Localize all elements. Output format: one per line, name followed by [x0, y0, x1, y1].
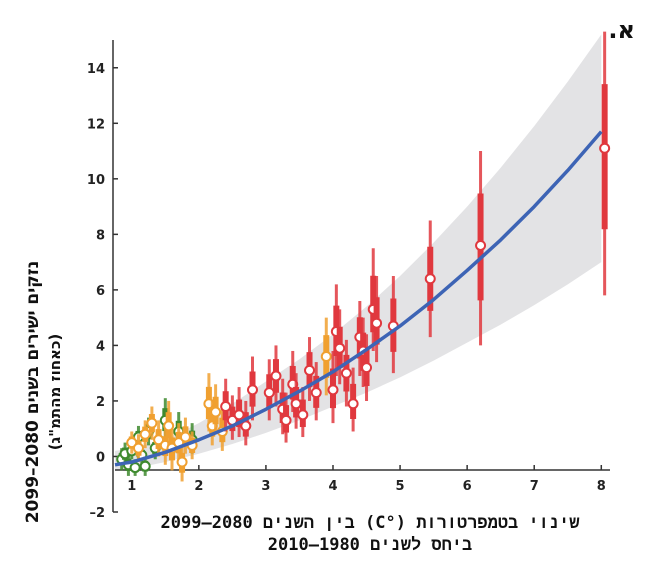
y-tick-label: 4: [96, 339, 105, 354]
data-marker: [290, 398, 302, 410]
data-point-red: [270, 345, 282, 407]
data-marker: [347, 398, 359, 410]
panel-letter: א.: [608, 16, 635, 44]
fit-curve: [114, 130, 603, 467]
data-marker: [146, 417, 158, 429]
confidence-band-layer: [115, 34, 602, 471]
data-point-red: [371, 276, 383, 363]
data-point-red: [599, 31, 611, 296]
data-point-red: [361, 334, 373, 401]
data-marker: [210, 406, 222, 418]
data-point-orange: [179, 417, 191, 454]
y-tick-label: 2: [96, 395, 105, 410]
data-point-red: [297, 387, 309, 438]
data-marker: [361, 362, 373, 374]
y-tick-label: 0: [96, 450, 105, 465]
y-tick-label: 14: [87, 62, 105, 77]
data-marker: [163, 420, 175, 432]
data-marker: [297, 409, 309, 421]
data-marker: [270, 370, 282, 382]
data-marker: [599, 142, 611, 154]
data-marker: [280, 414, 292, 426]
data-marker: [129, 462, 141, 474]
data-point-red: [240, 400, 252, 446]
data-point-orange: [320, 317, 332, 396]
x-tick-label: 3: [261, 479, 270, 494]
data-point-red: [475, 151, 487, 346]
y-tick-label: 8: [96, 228, 105, 243]
data-point-red: [347, 367, 359, 432]
data-point-orange: [153, 420, 165, 457]
data-point-orange: [176, 445, 188, 482]
data-point-orange: [210, 384, 222, 435]
data-marker: [240, 420, 252, 432]
data-marker: [340, 367, 352, 379]
data-marker: [132, 442, 144, 454]
x-tick-label: 2: [194, 479, 203, 494]
data-marker: [304, 364, 316, 376]
data-marker: [233, 409, 245, 421]
data-point-red: [280, 392, 292, 443]
data-marker: [176, 456, 188, 468]
data-point-red: [247, 356, 259, 421]
x-tick-label: 8: [597, 479, 606, 494]
data-marker: [320, 351, 332, 363]
data-marker: [179, 431, 191, 443]
x-tick-label: 4: [328, 479, 337, 494]
data-marker: [424, 273, 436, 285]
data-marker: [334, 342, 346, 354]
x-tick-label: 1: [127, 479, 136, 494]
y-tick-label: 6: [96, 284, 105, 299]
data-marker: [220, 400, 232, 412]
x-tick-label: 5: [396, 479, 405, 494]
x-tick-label: 6: [463, 479, 472, 494]
y-axis-title-line2: (כאחוז מהתמ"ג): [46, 333, 64, 451]
data-point-green: [129, 459, 141, 476]
data-marker: [371, 317, 383, 329]
y-tick-label: 10: [87, 173, 105, 188]
y-axis-title: נזקים ישירים בשנים 2080–2099 (כאחוז מהתמ…: [22, 202, 82, 582]
data-point-red: [327, 350, 339, 424]
data-point-orange: [139, 420, 151, 449]
x-tick-label: 7: [530, 479, 539, 494]
data-point-red: [334, 309, 346, 385]
data-marker: [263, 387, 275, 399]
x-axis-title-line1: שינוי בטמפרטורות (°C) בין השנים 2080–209…: [160, 513, 580, 533]
confidence-band: [115, 34, 602, 471]
data-point-green: [139, 456, 151, 476]
data-marker: [139, 428, 151, 440]
data-marker: [310, 387, 322, 399]
y-tick-label: 12: [87, 117, 105, 132]
chart-figure: א. –2 0 2 4 6 8 10 12 14 1 2 3 4 5 6 7 8 נזקים ישירים בש…: [23, 16, 635, 556]
data-point-orange: [132, 434, 144, 463]
y-axis-title-line1: נזקים ישירים בשנים 2080–2099: [23, 260, 43, 524]
y-tick-label: –2: [89, 506, 105, 521]
data-point-red: [220, 378, 232, 432]
data-point-orange: [146, 406, 158, 440]
data-point-red: [304, 337, 316, 401]
fit-curve-layer: [114, 130, 603, 467]
data-marker: [139, 460, 151, 472]
x-axis-title-line2: ביחס לשנים 1980–2010: [267, 535, 473, 555]
data-point-orange: [163, 400, 175, 449]
data-point-red: [263, 359, 275, 421]
x-axis-title: שינוי בטמפרטורות (°C) בין השנים 2080–209…: [110, 512, 630, 556]
data-marker: [327, 384, 339, 396]
data-marker: [475, 239, 487, 251]
data-marker: [247, 384, 259, 396]
